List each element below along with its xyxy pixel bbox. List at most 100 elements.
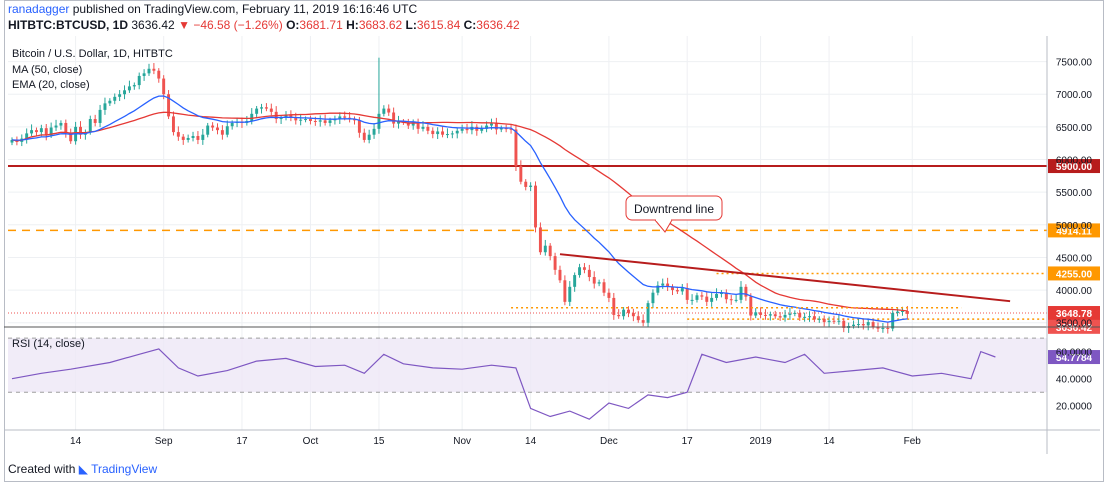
time-tick-label: Nov	[453, 436, 471, 447]
close-value: 3636.42	[476, 18, 520, 32]
candle-body	[294, 117, 298, 121]
rsi-pane: 54.7784	[8, 337, 1100, 420]
candle-body	[509, 128, 513, 130]
candle-body	[764, 314, 767, 316]
callout-pointer-mask	[656, 218, 671, 221]
candle-body	[680, 288, 684, 292]
candle-body	[441, 131, 445, 135]
time-tick-label: 15	[373, 436, 385, 447]
time-tick-label: 14	[824, 436, 836, 447]
candle-body	[485, 125, 489, 129]
candle-body	[627, 309, 630, 313]
candle-body	[661, 283, 665, 286]
candle-body	[529, 185, 533, 187]
candle-body	[822, 318, 826, 323]
candle-body	[817, 318, 821, 320]
candle-body	[886, 327, 890, 329]
candle-body	[323, 120, 327, 123]
candle-body	[671, 286, 674, 291]
ma-legend[interactable]: MA (50, close)	[12, 64, 83, 76]
candle-body	[592, 277, 596, 284]
candle-body	[186, 137, 190, 140]
price-tick-label: 4500.00	[1056, 253, 1093, 264]
price-tick-label: 3500.00	[1056, 319, 1093, 330]
price-tick-label: 6500.00	[1056, 123, 1093, 134]
candle-body	[416, 123, 420, 129]
candle-body	[69, 132, 73, 142]
close-label: C:	[463, 18, 477, 32]
candle-body	[313, 120, 317, 122]
candle-body	[656, 285, 660, 293]
candle-body	[754, 312, 758, 316]
candle-body	[250, 113, 254, 121]
candle-body	[543, 245, 547, 253]
candle-body	[788, 313, 792, 315]
candle-body	[157, 70, 161, 79]
candle-body	[382, 108, 386, 114]
level-tag-label: 4255.00	[1056, 269, 1093, 280]
downtrend-label: Downtrend line	[634, 202, 714, 216]
candle-body	[357, 120, 361, 133]
candle-body	[597, 282, 601, 284]
candle-body	[171, 116, 175, 133]
candle-body	[39, 128, 43, 133]
ema-legend[interactable]: EMA (20, close)	[12, 79, 90, 91]
candle-body	[499, 128, 503, 130]
candle-body	[54, 125, 58, 128]
candle-body	[255, 108, 259, 114]
low-value: 3615.84	[416, 18, 461, 32]
candle-body	[167, 94, 171, 117]
candle-body	[445, 134, 449, 136]
price-tag-label: 3636.42	[1056, 323, 1093, 334]
time-tick-label: 17	[236, 436, 248, 447]
candle-body	[852, 324, 856, 326]
candle-body	[675, 290, 679, 292]
candle-body	[480, 128, 484, 131]
level-tag	[1048, 159, 1100, 174]
candle-body	[397, 121, 400, 124]
high-value: 3683.62	[358, 18, 403, 32]
candle-body	[196, 136, 200, 140]
candle-body	[837, 320, 841, 322]
candle-body	[563, 280, 567, 302]
candle-body	[460, 128, 464, 131]
candle-body	[749, 296, 753, 316]
candle-body	[783, 314, 787, 318]
candle-body	[353, 119, 356, 121]
candle-body	[538, 227, 542, 253]
candle-body	[494, 123, 498, 130]
candle-body	[793, 312, 797, 314]
candle-body	[808, 316, 811, 318]
rsi-tick-label: 60.0000	[1056, 348, 1093, 359]
level-tag	[1048, 266, 1100, 281]
candle-body	[147, 68, 151, 74]
indicator-lines	[11, 95, 1011, 323]
candle-body	[455, 130, 459, 134]
rsi-tick-label: 20.0000	[1056, 402, 1093, 413]
rsi-legend[interactable]: RSI (14, close)	[12, 338, 85, 350]
candle-body	[260, 107, 263, 109]
author-link[interactable]: ranadagger	[8, 2, 70, 16]
candle-body	[343, 116, 347, 118]
candle-body	[612, 297, 616, 315]
last-price: 3636.42	[131, 18, 175, 32]
candle-body	[98, 109, 102, 123]
time-tick-label: Oct	[303, 436, 319, 447]
tradingview-link[interactable]: TradingView	[91, 462, 158, 476]
price-tick-label: 6000.00	[1056, 156, 1093, 167]
candle-body	[30, 130, 34, 134]
candle-body	[44, 128, 48, 136]
candle-body	[93, 119, 97, 123]
candle-body	[191, 136, 195, 138]
candle-body	[387, 108, 391, 113]
price-tick-label: 7000.00	[1056, 90, 1093, 101]
time-tick-label: 17	[682, 436, 694, 447]
time-tick-label: Dec	[600, 436, 618, 447]
published-text: published on TradingView.com, February 1…	[72, 2, 418, 16]
candle-body	[284, 114, 288, 118]
candle-body	[269, 108, 273, 112]
candle-body	[705, 296, 709, 302]
candle-body	[700, 295, 704, 297]
candle-body	[431, 130, 435, 135]
